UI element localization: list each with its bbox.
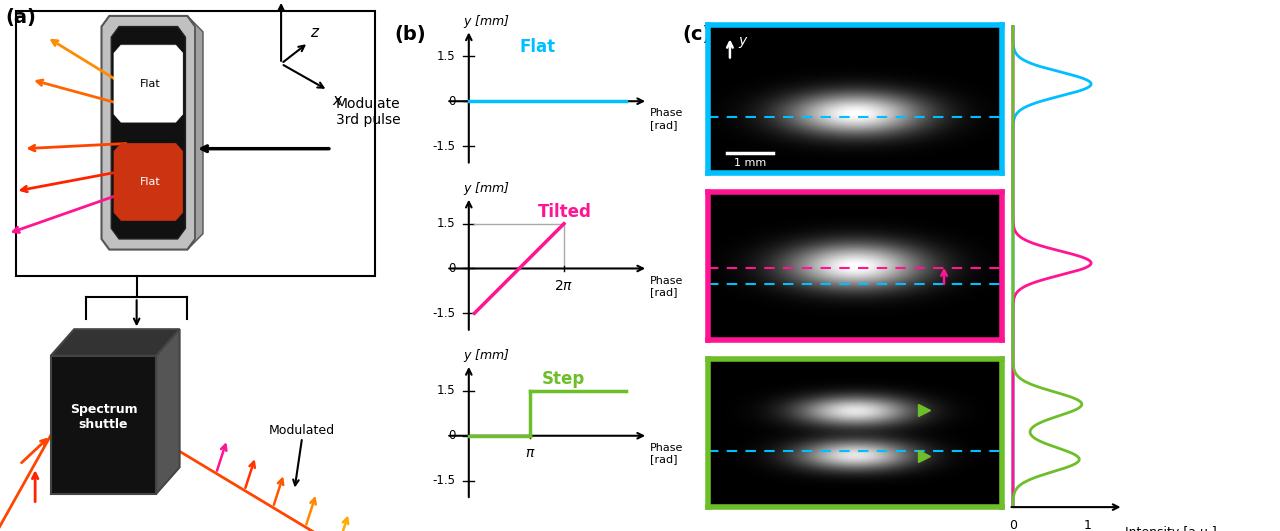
Polygon shape [111, 27, 186, 239]
Polygon shape [156, 329, 179, 494]
Text: 0: 0 [1009, 519, 1016, 531]
Text: $y$ [mm]: $y$ [mm] [463, 347, 511, 364]
Text: $y$: $y$ [739, 35, 749, 49]
Text: $\pi$: $\pi$ [525, 446, 535, 460]
Polygon shape [114, 143, 183, 220]
Text: Intensity [a.u.]: Intensity [a.u.] [1125, 526, 1217, 531]
Text: 0: 0 [448, 95, 456, 108]
Polygon shape [114, 45, 183, 122]
Text: Spectrum
shuttle: Spectrum shuttle [69, 403, 137, 431]
Text: Phase
[rad]: Phase [rad] [650, 108, 684, 130]
Text: 1.5: 1.5 [436, 50, 456, 63]
Text: 1: 1 [1084, 519, 1092, 531]
Polygon shape [51, 356, 156, 494]
Text: Tilted: Tilted [539, 203, 593, 221]
Text: Phase
[rad]: Phase [rad] [650, 443, 684, 465]
Text: (c): (c) [682, 25, 712, 44]
Text: Phase
[rad]: Phase [rad] [650, 276, 684, 297]
Text: Modulate
3rd pulse: Modulate 3rd pulse [335, 97, 401, 127]
Text: 1 mm: 1 mm [733, 158, 767, 168]
Text: Flat: Flat [140, 79, 161, 89]
Text: $2\pi$: $2\pi$ [554, 279, 573, 293]
Polygon shape [101, 16, 195, 250]
Text: 0: 0 [448, 262, 456, 275]
Text: $z$: $z$ [310, 25, 321, 40]
Text: Flat: Flat [520, 38, 556, 56]
Text: -1.5: -1.5 [433, 474, 456, 487]
Polygon shape [187, 16, 204, 250]
Text: -1.5: -1.5 [433, 140, 456, 152]
Text: Modulated: Modulated [269, 424, 335, 438]
Text: -1.5: -1.5 [433, 307, 456, 320]
Text: 1.5: 1.5 [436, 217, 456, 230]
Text: (a): (a) [6, 8, 37, 27]
Text: $y$ [mm]: $y$ [mm] [463, 13, 511, 30]
Text: $y$ [mm]: $y$ [mm] [463, 180, 511, 197]
Text: Flat: Flat [140, 177, 161, 186]
Text: $x$: $x$ [332, 93, 343, 108]
Bar [15, 11, 375, 276]
Polygon shape [51, 329, 179, 356]
Text: Step: Step [541, 370, 585, 388]
Text: 1.5: 1.5 [436, 384, 456, 397]
Text: 0: 0 [448, 429, 456, 442]
Text: (b): (b) [394, 25, 426, 44]
